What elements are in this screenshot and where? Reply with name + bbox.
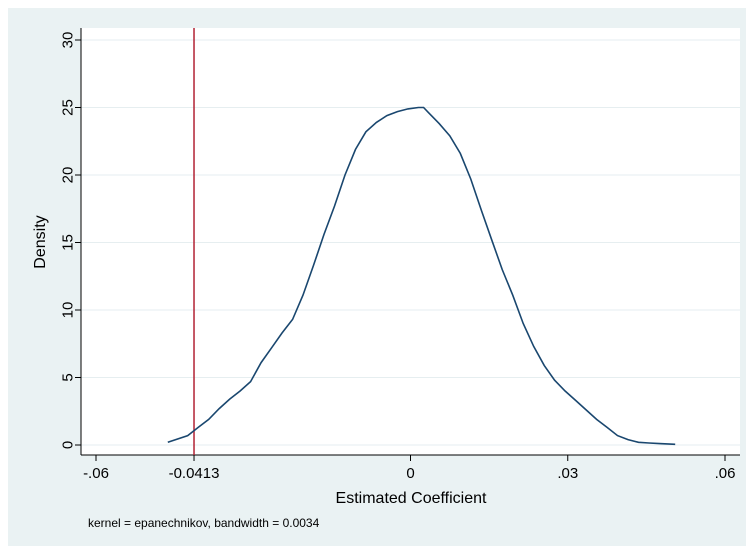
- x-axis-ticks: -.06 -0.0413 0 .03 .06: [83, 455, 735, 482]
- grid: [81, 39, 740, 446]
- x-tick-label: .06: [715, 465, 736, 482]
- plot-area: [81, 28, 740, 455]
- density-curve: [167, 106, 676, 446]
- y-tick-label: 30: [60, 32, 77, 49]
- x-tick-label: .03: [557, 465, 578, 482]
- y-tick-label: 10: [60, 302, 77, 319]
- y-axis-ticks: 0 5 10 15 20 25 30: [60, 32, 81, 449]
- y-tick-label: 20: [60, 167, 77, 184]
- y-tick-label: 0: [60, 441, 77, 449]
- x-axis-title: Estimated Coefficient: [336, 490, 487, 507]
- kernel-note: kernel = epanechnikov, bandwidth = 0.003…: [88, 516, 320, 530]
- x-tick-label: -0.0413: [169, 465, 220, 482]
- y-axis-title: Density: [32, 215, 49, 268]
- x-tick-label: 0: [406, 465, 414, 482]
- x-tick-label: -.06: [83, 465, 109, 482]
- y-tick-label: 15: [60, 234, 77, 251]
- y-tick-label: 5: [60, 373, 77, 381]
- y-tick-label: 25: [60, 99, 77, 116]
